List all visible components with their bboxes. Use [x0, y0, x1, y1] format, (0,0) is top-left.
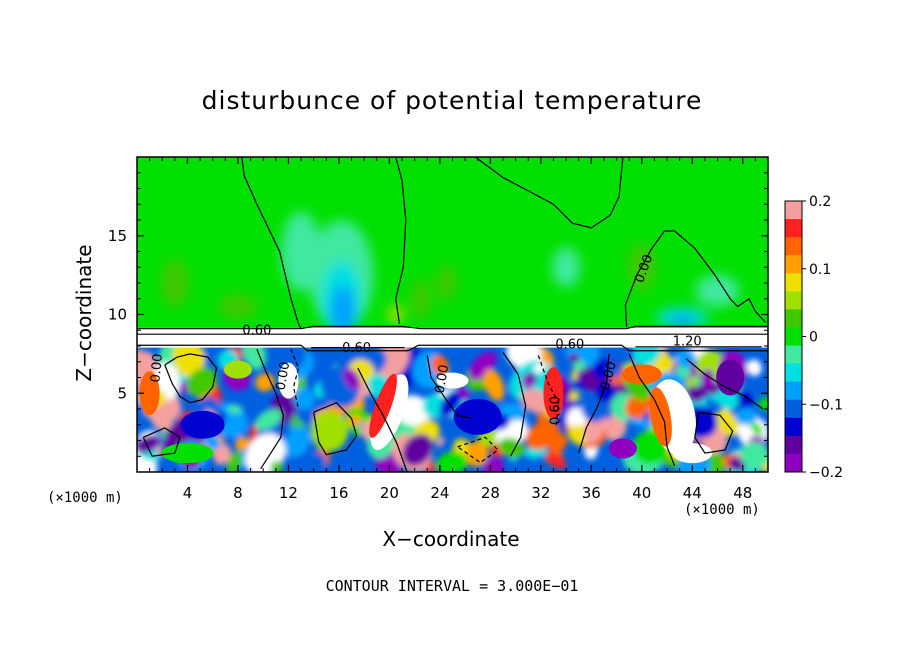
colorbar-tick-label: −0.1: [809, 397, 843, 413]
colorbar-tick-label: 0.1: [809, 262, 831, 278]
contour-label: 0.00: [273, 360, 293, 391]
colorbar-swatch: [785, 435, 802, 455]
colorbar-swatch: [785, 291, 802, 310]
contour-label: 0.60: [242, 324, 271, 339]
colorbar-swatch: [785, 327, 802, 347]
colorbar-swatch: [785, 453, 802, 473]
turbulent-layer: [137, 334, 768, 472]
x-tick-label: 20: [380, 484, 399, 502]
x-tick-label: 40: [632, 484, 651, 502]
colorbar-swatch: [785, 363, 802, 383]
contour-label: 1.20: [673, 335, 702, 350]
chart-title: disturbunce of potential temperature: [201, 86, 703, 115]
y-tick-label: 10: [108, 306, 127, 324]
contour-label: 0.60: [342, 341, 371, 356]
contour-interval-note: CONTOUR INTERVAL = 3.000E−01: [325, 577, 579, 595]
y-axis: 5 10 15: [108, 172, 768, 457]
colorbar-swatch: [785, 273, 802, 292]
contour-labels: 0.600.600.000.60 1.200.00 0.000.600.000.00: [148, 253, 701, 425]
y-axis-label: Z−coordinate: [72, 244, 96, 382]
x-tick-label: 24: [430, 484, 449, 502]
colorbar-swatch: [785, 309, 802, 328]
x-tick-label: 8: [233, 484, 243, 502]
y-tick-label: 15: [108, 227, 127, 245]
x-unit-label-right: (×1000 m): [684, 502, 760, 518]
x-tick-label: 12: [279, 484, 298, 502]
x-tick-label: 44: [683, 484, 702, 502]
colorbar-swatch: [785, 399, 802, 419]
colorbar-swatch: [785, 381, 802, 401]
x-tick-label: 4: [183, 484, 193, 502]
colorbar-swatch: [785, 345, 802, 365]
contour-label: 0.60: [555, 338, 584, 353]
colorbar-swatch: [785, 255, 802, 274]
inversion-band: [137, 327, 768, 348]
x-unit-label-left: (×1000 m): [47, 490, 123, 506]
x-axis: 4 8 12 16 20 24 28 32 36 40 44 48: [149, 157, 756, 502]
x-tick-label: 16: [329, 484, 348, 502]
colorbar-tick-label: 0.2: [809, 194, 831, 210]
colorbar: 0.2 0.1 0 −0.1 −0.2: [784, 194, 843, 481]
colorbar-swatch: [785, 219, 802, 238]
potential-temperature-field: [137, 157, 768, 472]
x-tick-label: 48: [733, 484, 752, 502]
colorbar-tick-label: −0.2: [809, 465, 843, 481]
colorbar-swatch: [785, 237, 802, 256]
contour-label: 0.00: [148, 353, 165, 383]
contour-label: 0.00: [433, 364, 453, 395]
x-axis-label: X−coordinate: [382, 527, 520, 551]
contour-label: 0.00: [598, 360, 620, 392]
x-tick-label: 28: [481, 484, 500, 502]
colorbar-swatch: [785, 417, 802, 437]
contour-label: 0.60: [548, 396, 563, 425]
contour-lines: [137, 157, 768, 472]
y-tick-label: 5: [117, 384, 127, 402]
colorbar-tick-label: 0: [809, 330, 818, 346]
x-tick-label: 32: [531, 484, 550, 502]
colorbar-swatch: [785, 201, 802, 220]
x-tick-label: 36: [582, 484, 601, 502]
